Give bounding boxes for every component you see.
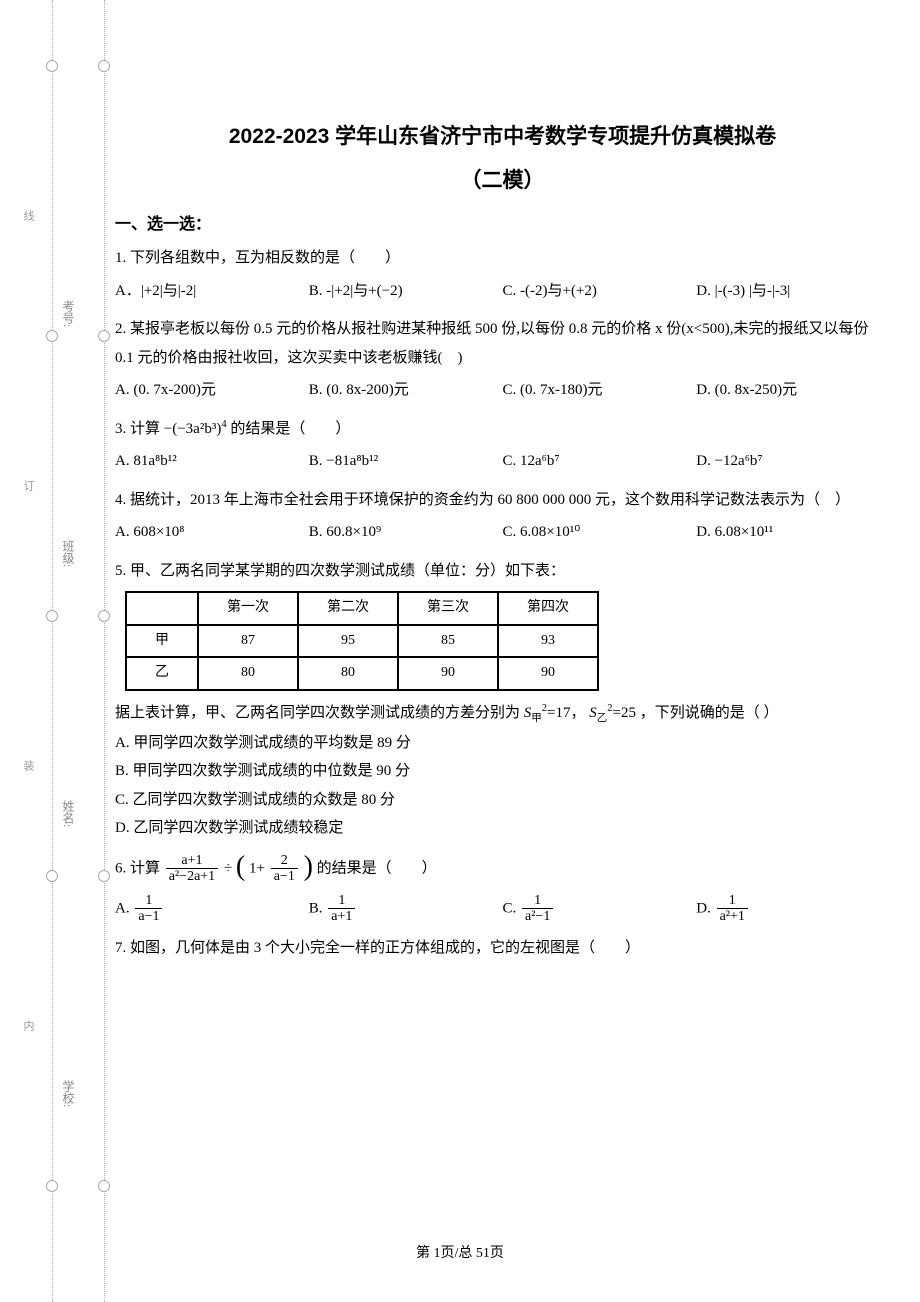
q6-opt-d: D. 1a²+1 <box>696 893 890 925</box>
q1-opt-d: D. |-(-3) |与-|-3| <box>696 277 890 306</box>
question-4: 4. 据统计，2013 年上海市全社会用于环境保护的资金约为 60 800 00… <box>115 486 890 547</box>
exam-subtitle: （二模） <box>115 164 890 194</box>
binding-circle <box>98 1180 110 1192</box>
form-label-class: 班级: <box>60 540 77 567</box>
table-row: 第一次 第二次 第三次 第四次 <box>126 592 598 625</box>
question-2: 2. 某报亭老板以每份 0.5 元的价格从报社购进某种报纸 500 份,以每份 … <box>115 315 890 405</box>
q2-opt-c: C. (0. 7x-180)元 <box>503 376 697 405</box>
q6-stem-suffix: 的结果是（ ） <box>317 860 437 876</box>
q4-opt-a: A. 608×10⁸ <box>115 518 309 547</box>
q6-frac2: 2 a−1 <box>269 853 300 885</box>
q4-opt-b: B. 60.8×10⁹ <box>309 518 503 547</box>
q5-score-table: 第一次 第二次 第三次 第四次 甲 87 95 85 93 乙 80 80 90… <box>125 591 599 691</box>
q5-stem: 5. 甲、乙两名同学某学期的四次数学测试成绩（单位：分）如下表： <box>115 557 890 586</box>
binding-mark-xian: 线 <box>20 210 36 223</box>
binding-circle-outer <box>46 610 58 622</box>
form-label-school: 学校: <box>60 1080 77 1107</box>
question-3: 3. 计算 −(−3a²b³)4 的结果是（ ） A. 81a⁸b¹² B. −… <box>115 415 890 476</box>
binding-circle <box>98 870 110 882</box>
binding-mark-ding: 订 <box>20 480 36 493</box>
q3-stem-prefix: 3. 计算 <box>115 421 160 437</box>
q1-opt-b: B. -|+2|与+(−2) <box>309 277 503 306</box>
th: 第四次 <box>498 592 598 625</box>
section-1-heading: 一、选一选： <box>115 210 890 234</box>
th <box>126 592 198 625</box>
question-1: 1. 下列各组数中，互为相反数的是（ ） A．|+2|与|-2| B. -|+2… <box>115 244 890 305</box>
q2-stem: 2. 某报亭老板以每份 0.5 元的价格从报社购进某种报纸 500 份,以每份 … <box>115 315 890 372</box>
table-row: 乙 80 80 90 90 <box>126 657 598 690</box>
lparen-icon: ( <box>236 860 245 874</box>
q2-opt-d: D. (0. 8x-250)元 <box>696 376 890 405</box>
q5-opt-a: A. 甲同学四次数学测试成绩的平均数是 89 分 <box>115 729 890 758</box>
binding-circle-outer <box>46 60 58 72</box>
th: 第一次 <box>198 592 298 625</box>
table-row: 甲 87 95 85 93 <box>126 625 598 658</box>
question-7: 7. 如图，几何体是由 3 个大小完全一样的正方体组成的，它的左视图是（ ） <box>115 934 890 963</box>
q3-stem-suffix: 的结果是（ ） <box>230 421 350 437</box>
binding-mark-nei: 内 <box>20 1020 36 1033</box>
q3-opt-a: A. 81a⁸b¹² <box>115 447 309 476</box>
binding-circle <box>98 610 110 622</box>
q1-stem: 1. 下列各组数中，互为相反数的是（ ） <box>115 244 890 273</box>
q4-opt-d: D. 6.08×10¹¹ <box>696 518 890 547</box>
question-5: 5. 甲、乙两名同学某学期的四次数学测试成绩（单位：分）如下表： 第一次 第二次… <box>115 557 890 843</box>
q1-opt-c: C. -(-2)与+(+2) <box>503 277 697 306</box>
form-label-id: 考号: <box>60 300 77 327</box>
q7-stem: 7. 如图，几何体是由 3 个大小完全一样的正方体组成的，它的左视图是（ ） <box>115 934 890 963</box>
rparen-icon: ) <box>304 860 313 874</box>
form-label-name: 姓名: <box>60 800 77 827</box>
binding-inner-line <box>52 0 53 1302</box>
q6-stem-prefix: 6. 计算 <box>115 860 160 876</box>
q3-opt-d: D. −12a⁶b⁷ <box>696 447 890 476</box>
q2-opt-b: B. (0. 8x-200)元 <box>309 376 503 405</box>
q1-opt-a: A．|+2|与|-2| <box>115 277 309 306</box>
q6-frac1: a+1 a²−2a+1 <box>164 853 220 885</box>
q5-opt-b: B. 甲同学四次数学测试成绩的中位数是 90 分 <box>115 757 890 786</box>
binding-circle <box>98 60 110 72</box>
q2-opt-a: A. (0. 7x-200)元 <box>115 376 309 405</box>
q5-opt-d: D. 乙同学四次数学测试成绩较稳定 <box>115 814 890 843</box>
th: 第三次 <box>398 592 498 625</box>
q3-expression: −(−3a²b³)4 <box>164 421 231 437</box>
binding-circle-outer <box>46 330 58 342</box>
q4-opt-c: C. 6.08×10¹⁰ <box>503 518 697 547</box>
q6-opt-b: B. 1a+1 <box>309 893 503 925</box>
q3-opt-b: B. −81a⁸b¹² <box>309 447 503 476</box>
question-6: 6. 计算 a+1 a²−2a+1 ÷ ( 1+ 2 a−1 ) 的结果是（ ）… <box>115 853 890 925</box>
q3-opt-c: C. 12a⁶b⁷ <box>503 447 697 476</box>
binding-circle <box>98 330 110 342</box>
q4-stem: 4. 据统计，2013 年上海市全社会用于环境保护的资金约为 60 800 00… <box>115 486 890 515</box>
th: 第二次 <box>298 592 398 625</box>
binding-circle-outer <box>46 870 58 882</box>
binding-circle-outer <box>46 1180 58 1192</box>
q6-opt-c: C. 1a²−1 <box>503 893 697 925</box>
q5-context: 据上表计算，甲、乙两名同学四次数学测试成绩的方差分别为 S甲2=17， S乙2=… <box>115 699 890 729</box>
page-footer: 第 1页/总 51页 <box>0 1242 920 1262</box>
q6-opt-a: A. 1a−1 <box>115 893 309 925</box>
binding-mark-zhuang: 装 <box>20 760 36 773</box>
q5-opt-c: C. 乙同学四次数学测试成绩的众数是 80 分 <box>115 786 890 815</box>
exam-title: 2022-2023 学年山东省济宁市中考数学专项提升仿真模拟卷 <box>115 120 890 150</box>
exam-content: 2022-2023 学年山东省济宁市中考数学专项提升仿真模拟卷 （二模） 一、选… <box>115 120 890 973</box>
